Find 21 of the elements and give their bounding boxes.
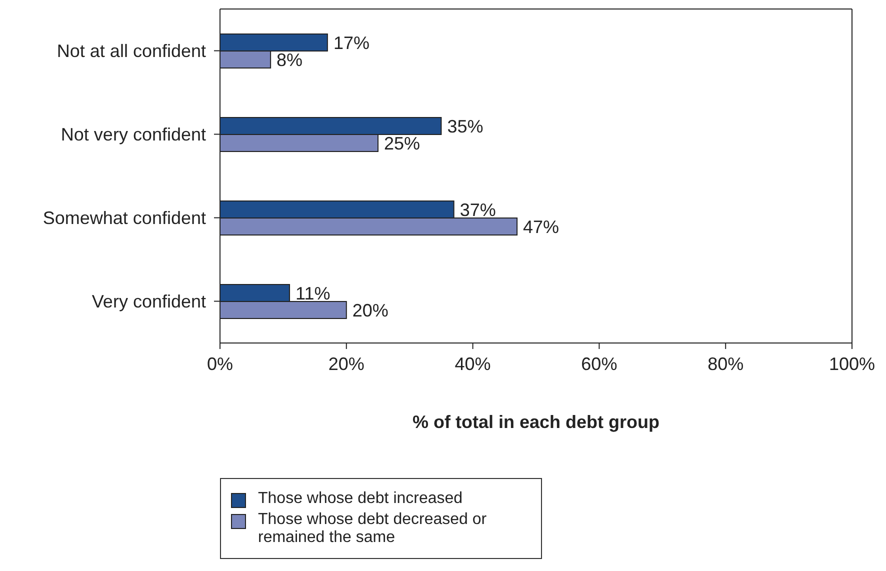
y-tick-label: Not very confident	[60, 124, 206, 145]
x-tick-label: 40%	[454, 354, 491, 374]
x-tick-label: 0%	[206, 354, 234, 374]
data-label: 35%	[447, 116, 484, 136]
y-tick-label: Somewhat confident	[42, 208, 206, 228]
x-tick-label: 20%	[328, 354, 364, 374]
data-label: 8%	[276, 50, 303, 70]
x-tick-label: 60%	[581, 354, 618, 374]
x-tick-label: 80%	[708, 354, 744, 374]
data-label: 11%	[296, 283, 330, 304]
data-label: 17%	[333, 32, 370, 53]
x-axis-title: % of total in each debt group	[412, 412, 660, 432]
y-tick-label: Very confident	[92, 292, 206, 312]
data-label: 47%	[523, 216, 560, 237]
y-tick-label: Not at all confident	[56, 41, 206, 62]
data-label: 37%	[460, 200, 496, 220]
legend-label: Those whose debt increased	[258, 490, 463, 508]
data-label: 25%	[384, 133, 420, 154]
data-label: 20%	[352, 300, 388, 320]
x-tick-label: 100%	[828, 354, 876, 374]
legend-label: Those whose debt decreased or remained the same	[258, 511, 488, 547]
